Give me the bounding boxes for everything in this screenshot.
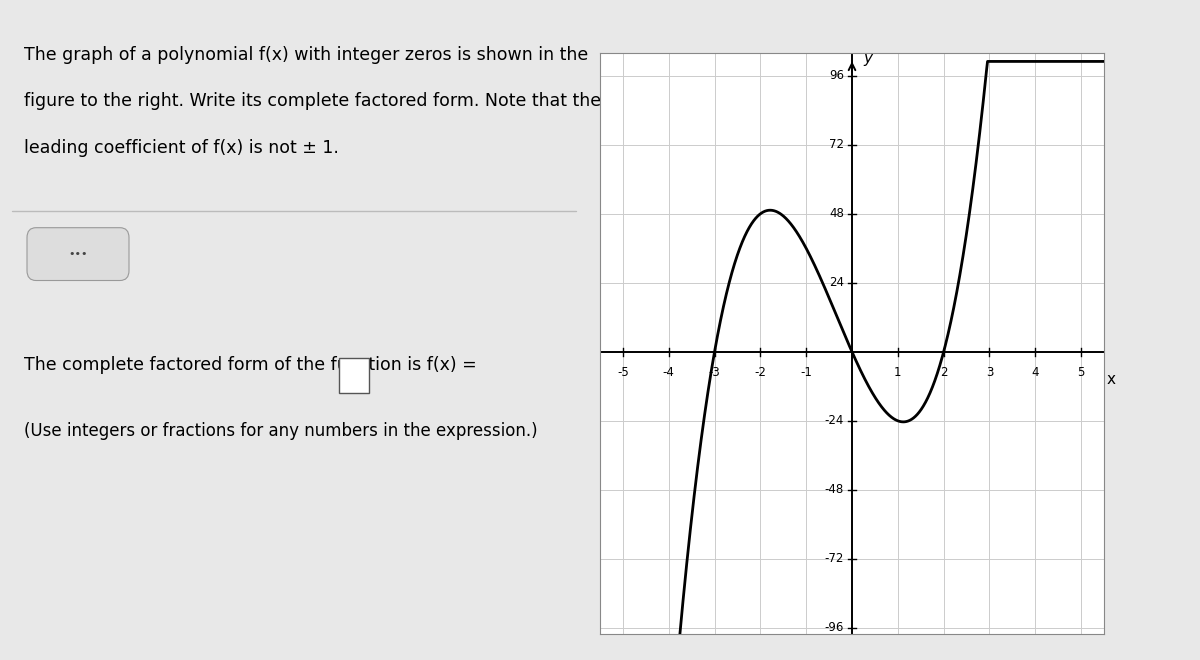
Text: 3: 3	[985, 366, 994, 379]
Text: -3: -3	[709, 366, 720, 379]
Text: 72: 72	[829, 139, 844, 151]
Text: -2: -2	[755, 366, 767, 379]
Text: -4: -4	[662, 366, 674, 379]
Text: The complete factored form of the function is f(x) =: The complete factored form of the functi…	[24, 356, 476, 374]
Text: 2: 2	[940, 366, 947, 379]
Text: 5: 5	[1078, 366, 1085, 379]
Text: 48: 48	[829, 207, 844, 220]
Text: 24: 24	[829, 277, 844, 289]
Text: -96: -96	[824, 621, 844, 634]
FancyBboxPatch shape	[28, 228, 130, 280]
Text: -24: -24	[824, 414, 844, 427]
Text: leading coefficient of f(x) is not ± 1.: leading coefficient of f(x) is not ± 1.	[24, 139, 338, 156]
Text: y: y	[864, 51, 872, 66]
Text: -72: -72	[824, 552, 844, 566]
Text: 1: 1	[894, 366, 901, 379]
Text: 4: 4	[1032, 366, 1039, 379]
Text: (Use integers or fractions for any numbers in the expression.): (Use integers or fractions for any numbe…	[24, 422, 538, 440]
Text: figure to the right. Write its complete factored form. Note that the: figure to the right. Write its complete …	[24, 92, 601, 110]
Text: -48: -48	[824, 483, 844, 496]
Text: The graph of a polynomial f(x) with integer zeros is shown in the: The graph of a polynomial f(x) with inte…	[24, 46, 588, 64]
Text: -1: -1	[800, 366, 812, 379]
FancyBboxPatch shape	[338, 358, 370, 393]
Text: -5: -5	[617, 366, 629, 379]
Text: 96: 96	[829, 69, 844, 82]
Text: •••: •••	[68, 249, 88, 259]
Text: x: x	[1106, 372, 1115, 387]
